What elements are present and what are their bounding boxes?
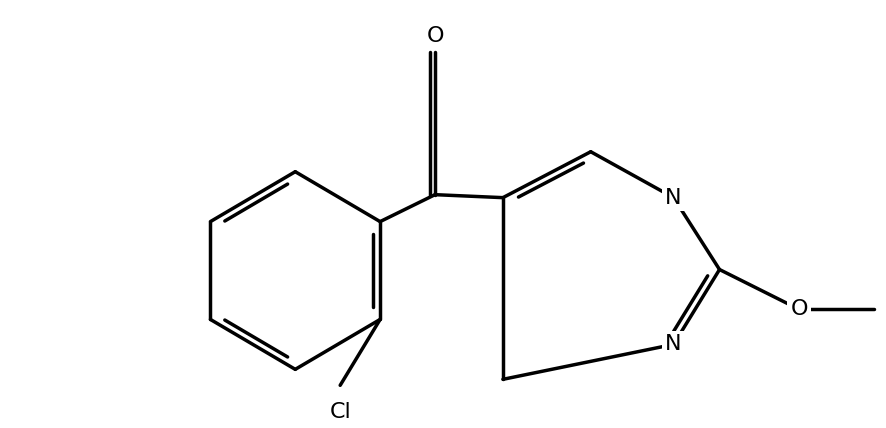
Text: O: O [426,26,444,46]
Text: Cl: Cl [330,402,351,422]
Text: O: O [790,300,808,319]
Text: N: N [665,334,682,354]
Text: N: N [665,187,682,208]
